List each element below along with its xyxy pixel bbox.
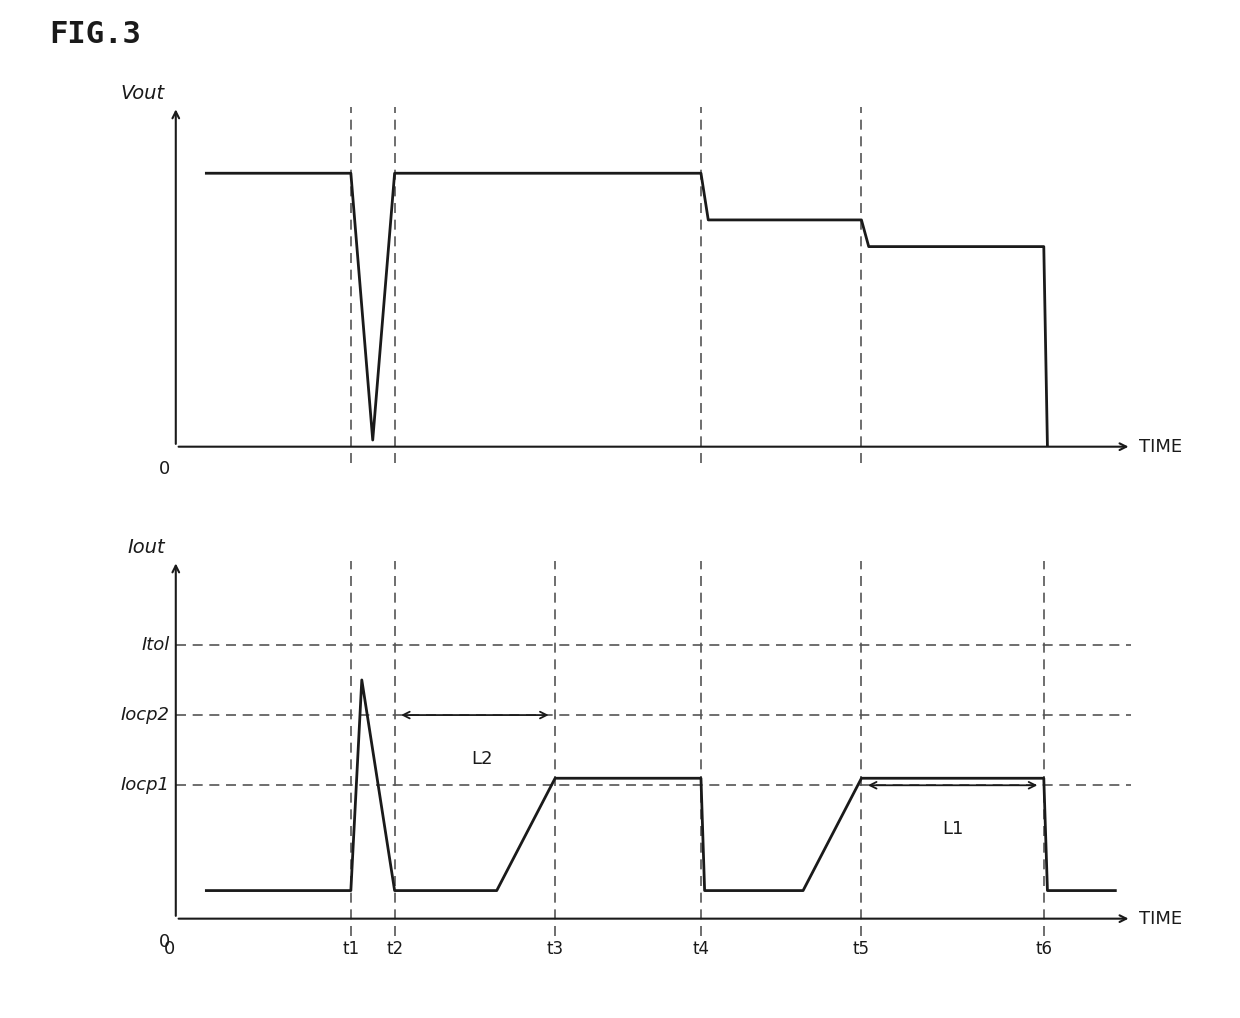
Text: t3: t3 xyxy=(547,940,564,958)
Text: L1: L1 xyxy=(942,821,963,839)
Text: TIME: TIME xyxy=(1138,910,1182,927)
Text: 0: 0 xyxy=(165,940,176,958)
Text: Vout: Vout xyxy=(120,84,165,103)
Text: Iocp2: Iocp2 xyxy=(122,706,170,724)
Text: t6: t6 xyxy=(1035,940,1053,958)
Text: t5: t5 xyxy=(853,940,870,958)
Text: L2: L2 xyxy=(471,750,492,769)
Text: FIG.3: FIG.3 xyxy=(50,20,141,49)
Text: 0: 0 xyxy=(159,932,170,951)
Text: Iocp1: Iocp1 xyxy=(122,777,170,794)
Text: t1: t1 xyxy=(342,940,360,958)
Text: TIME: TIME xyxy=(1138,438,1182,456)
Text: Itol: Itol xyxy=(141,636,170,654)
Text: t4: t4 xyxy=(692,940,709,958)
Text: 0: 0 xyxy=(159,460,170,478)
Text: t2: t2 xyxy=(386,940,403,958)
Text: Iout: Iout xyxy=(128,539,165,557)
